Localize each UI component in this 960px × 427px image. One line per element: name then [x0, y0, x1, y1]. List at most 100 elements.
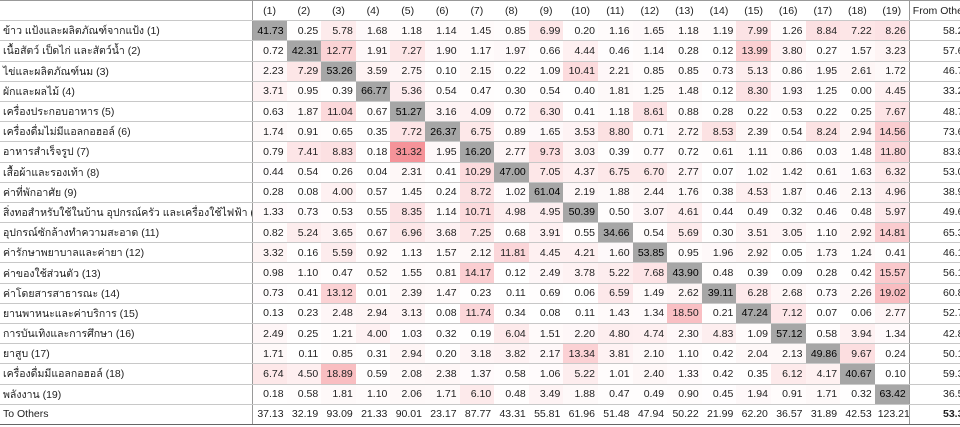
table-cell: 2.77 — [874, 303, 910, 325]
diagonal-cell: 41.73 — [252, 20, 287, 42]
table-cell: 1.16 — [597, 20, 633, 42]
table-cell: 8.84 — [805, 20, 841, 42]
column-header: (19) — [874, 0, 910, 22]
table-cell: 0.85 — [494, 20, 529, 42]
table-cell: 0.04 — [355, 162, 391, 183]
diagonal-cell: 47.24 — [736, 303, 771, 325]
column-header: (7) — [459, 0, 495, 22]
diagonal-cell: 43.90 — [667, 262, 702, 284]
table-cell: 8.83 — [321, 141, 356, 163]
table-cell: 0.28 — [667, 40, 702, 62]
table-cell: 1.72 — [874, 61, 910, 82]
table-cell: 1.60 — [597, 242, 633, 264]
table-cell: 1.33 — [667, 363, 702, 385]
table-cell: 4.74 — [632, 323, 668, 345]
table-cell: 3.94 — [840, 323, 875, 345]
table-cell: 5.13 — [736, 61, 771, 82]
column-header: (18) — [840, 0, 875, 22]
table-cell: 8.53 — [701, 121, 737, 143]
table-cell: 6.12 — [770, 363, 806, 385]
table-cell: 4.45 — [528, 242, 564, 264]
table-cell: 0.57 — [355, 182, 391, 203]
table-cell: 1.63 — [840, 162, 875, 183]
table-cell: 2.06 — [390, 384, 425, 405]
table-cell: 0.26 — [321, 162, 356, 183]
table-cell: 3.49 — [528, 384, 564, 405]
table-cell: 5.69 — [667, 222, 702, 244]
table-cell: 0.03 — [805, 141, 841, 163]
table-cell: 0.32 — [424, 323, 460, 345]
table-cell: 1.71 — [805, 384, 841, 405]
table-cell: 0.32 — [840, 384, 875, 405]
from-others-cell: 33.23 — [908, 81, 960, 102]
table-cell: 0.63 — [252, 101, 287, 123]
table-cell: 3.18 — [459, 343, 495, 365]
table-cell: 12.77 — [321, 40, 356, 62]
from-others-cell: 38.96 — [908, 182, 960, 203]
to-others-cell: 62.20 — [736, 403, 771, 425]
table-cell: 1.91 — [355, 40, 391, 62]
table-cell: 4.44 — [563, 40, 598, 62]
table-row: ค่าที่พักอาศัย (9) 0.28 0.08 4.00 0.57 1.45 0.… — [0, 182, 960, 203]
table-cell: 2.26 — [840, 283, 875, 304]
to-others-cell: 55.81 — [528, 403, 564, 425]
table-cell: 6.04 — [494, 323, 529, 345]
table-cell: 0.47 — [597, 384, 633, 405]
table-cell: 2.94 — [390, 343, 425, 365]
table-cell: 2.12 — [459, 242, 495, 264]
table-cell: 0.90 — [667, 384, 702, 405]
table-cell: 5.22 — [563, 363, 598, 385]
table-row: เครื่องประกอบอาหาร (5) 0.63 1.87 11.04 0.67 5… — [0, 101, 960, 123]
table-cell: 0.85 — [632, 61, 668, 82]
to-others-cell: 90.01 — [390, 403, 425, 425]
table-cell: 1.25 — [805, 81, 841, 102]
table-cell: 3.78 — [563, 262, 598, 284]
table-cell: 7.72 — [390, 121, 425, 143]
diagonal-cell: 61.04 — [528, 182, 564, 203]
table-cell: 1.95 — [805, 61, 841, 82]
row-label: สิ่งทอสำหรับใช้ในบ้าน อุปกรณ์ครัว และเคร… — [0, 202, 253, 224]
table-cell: 1.21 — [321, 323, 356, 345]
table-cell: 6.70 — [632, 162, 668, 183]
to-others-row: To Others 37.13 32.19 93.09 21.33 90.01 23.17 8… — [0, 403, 960, 425]
table-cell: 0.85 — [667, 61, 702, 82]
table-cell: 1.02 — [736, 162, 771, 183]
table-cell: 0.25 — [286, 20, 322, 42]
table-cell: 7.99 — [736, 20, 771, 42]
table-cell: 0.85 — [321, 343, 356, 365]
table-cell: 7.41 — [286, 141, 322, 163]
table-cell: 2.61 — [840, 61, 875, 82]
table-cell: 3.13 — [390, 303, 425, 325]
table-cell: 1.51 — [528, 323, 564, 345]
table-cell: 5.78 — [321, 20, 356, 42]
from-others-cell: 46.15 — [908, 242, 960, 264]
table-cell: 1.65 — [528, 121, 564, 143]
column-header: (16) — [770, 0, 806, 22]
table-cell: 4.50 — [286, 363, 322, 385]
table-cell: 0.73 — [701, 61, 737, 82]
table-cell: 4.09 — [459, 101, 495, 123]
column-header: (10) — [563, 0, 598, 22]
diagonal-cell: 49.86 — [805, 343, 841, 365]
table-cell: 1.76 — [667, 182, 702, 203]
table-cell: 5.59 — [321, 242, 356, 264]
table-cell: 10.71 — [459, 202, 495, 224]
table-cell: 3.81 — [597, 343, 633, 365]
table-cell: 3.53 — [563, 121, 598, 143]
from-others-cell: 48.73 — [908, 101, 960, 123]
table-cell: 6.74 — [252, 363, 287, 385]
table-cell: 0.06 — [840, 303, 875, 325]
table-cell: 0.46 — [805, 202, 841, 224]
table-row: เสื้อผ้าและรองเท้า (8) 0.44 0.54 0.26 0.04 2.… — [0, 162, 960, 183]
table-cell: 8.35 — [390, 202, 425, 224]
to-others-cell: 21.33 — [355, 403, 391, 425]
diagonal-cell: 50.39 — [563, 202, 598, 224]
row-label: พลังงาน (19) — [0, 384, 253, 405]
table-cell: 11.80 — [874, 141, 910, 163]
table-cell: 0.38 — [701, 182, 737, 203]
row-label: ค่าของใช้ส่วนตัว (13) — [0, 262, 253, 284]
table-cell: 3.32 — [252, 242, 287, 264]
table-cell: 0.91 — [286, 121, 322, 143]
table-cell: 0.21 — [701, 303, 737, 325]
